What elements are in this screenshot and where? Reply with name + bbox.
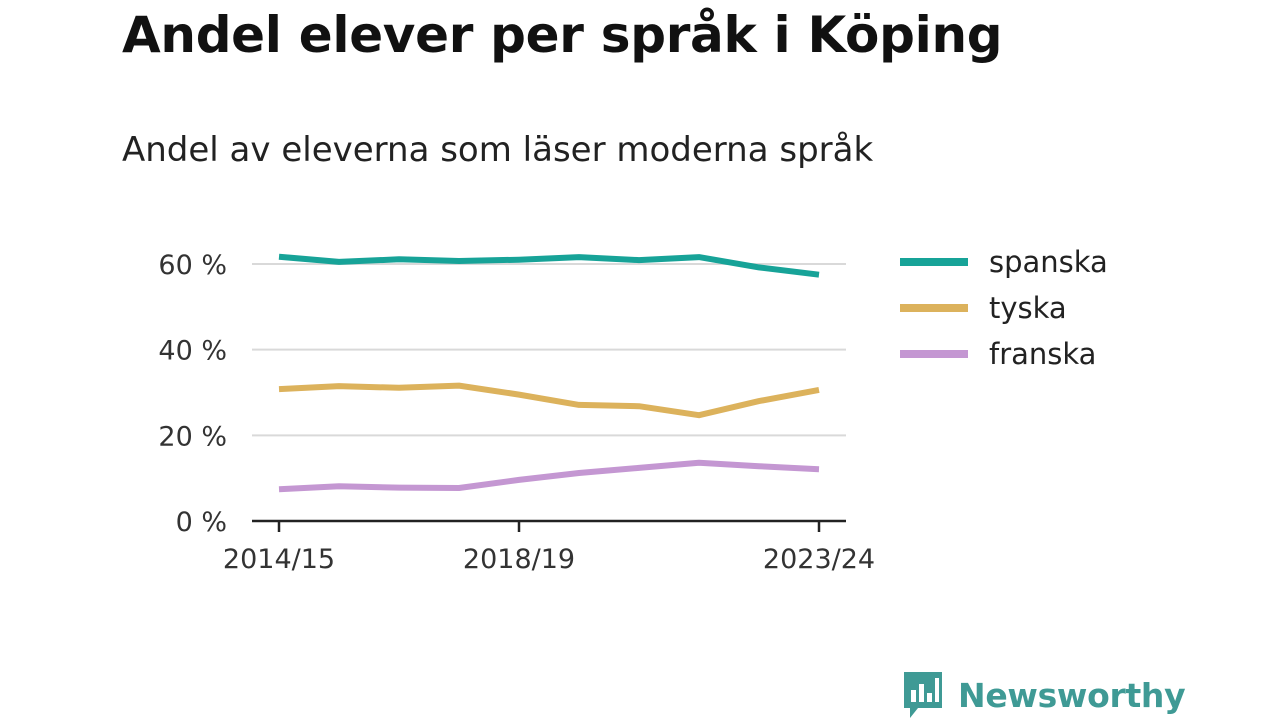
- y-tick-label: 20 %: [158, 421, 227, 452]
- bar-chart-speech-bubble-icon: [904, 672, 942, 718]
- y-tick-label: 0 %: [176, 507, 227, 538]
- chart-subtitle: Andel av eleverna som läser moderna språ…: [122, 130, 874, 170]
- series-line-tyska: [278, 382, 820, 419]
- series-line-franska: [278, 459, 820, 493]
- y-tick-label: 40 %: [158, 336, 227, 367]
- x-axis-tick-labels: 2014/15 2018/19 2023/24: [223, 521, 875, 575]
- chart-title: Andel elever per språk i Köping: [122, 6, 1003, 64]
- series-lines: [278, 253, 820, 493]
- y-axis-tick-labels: 0 % 20 % 40 % 60 %: [158, 250, 227, 538]
- y-tick-label: 60 %: [158, 250, 227, 281]
- legend-label-franska: franska: [989, 337, 1096, 371]
- x-tick-label: 2014/15: [223, 544, 335, 575]
- x-tick-label: 2018/19: [463, 544, 575, 575]
- legend-label-spanska: spanska: [989, 245, 1108, 279]
- brand-logo: Newsworthy: [902, 670, 1186, 720]
- grid-lines: [252, 263, 846, 437]
- series-line-spanska: [278, 253, 820, 278]
- legend-label-tyska: tyska: [989, 291, 1067, 325]
- x-tick-label: 2023/24: [763, 544, 875, 575]
- brand-name: Newsworthy: [958, 675, 1186, 715]
- legend: spanska tyska franska: [900, 245, 1108, 371]
